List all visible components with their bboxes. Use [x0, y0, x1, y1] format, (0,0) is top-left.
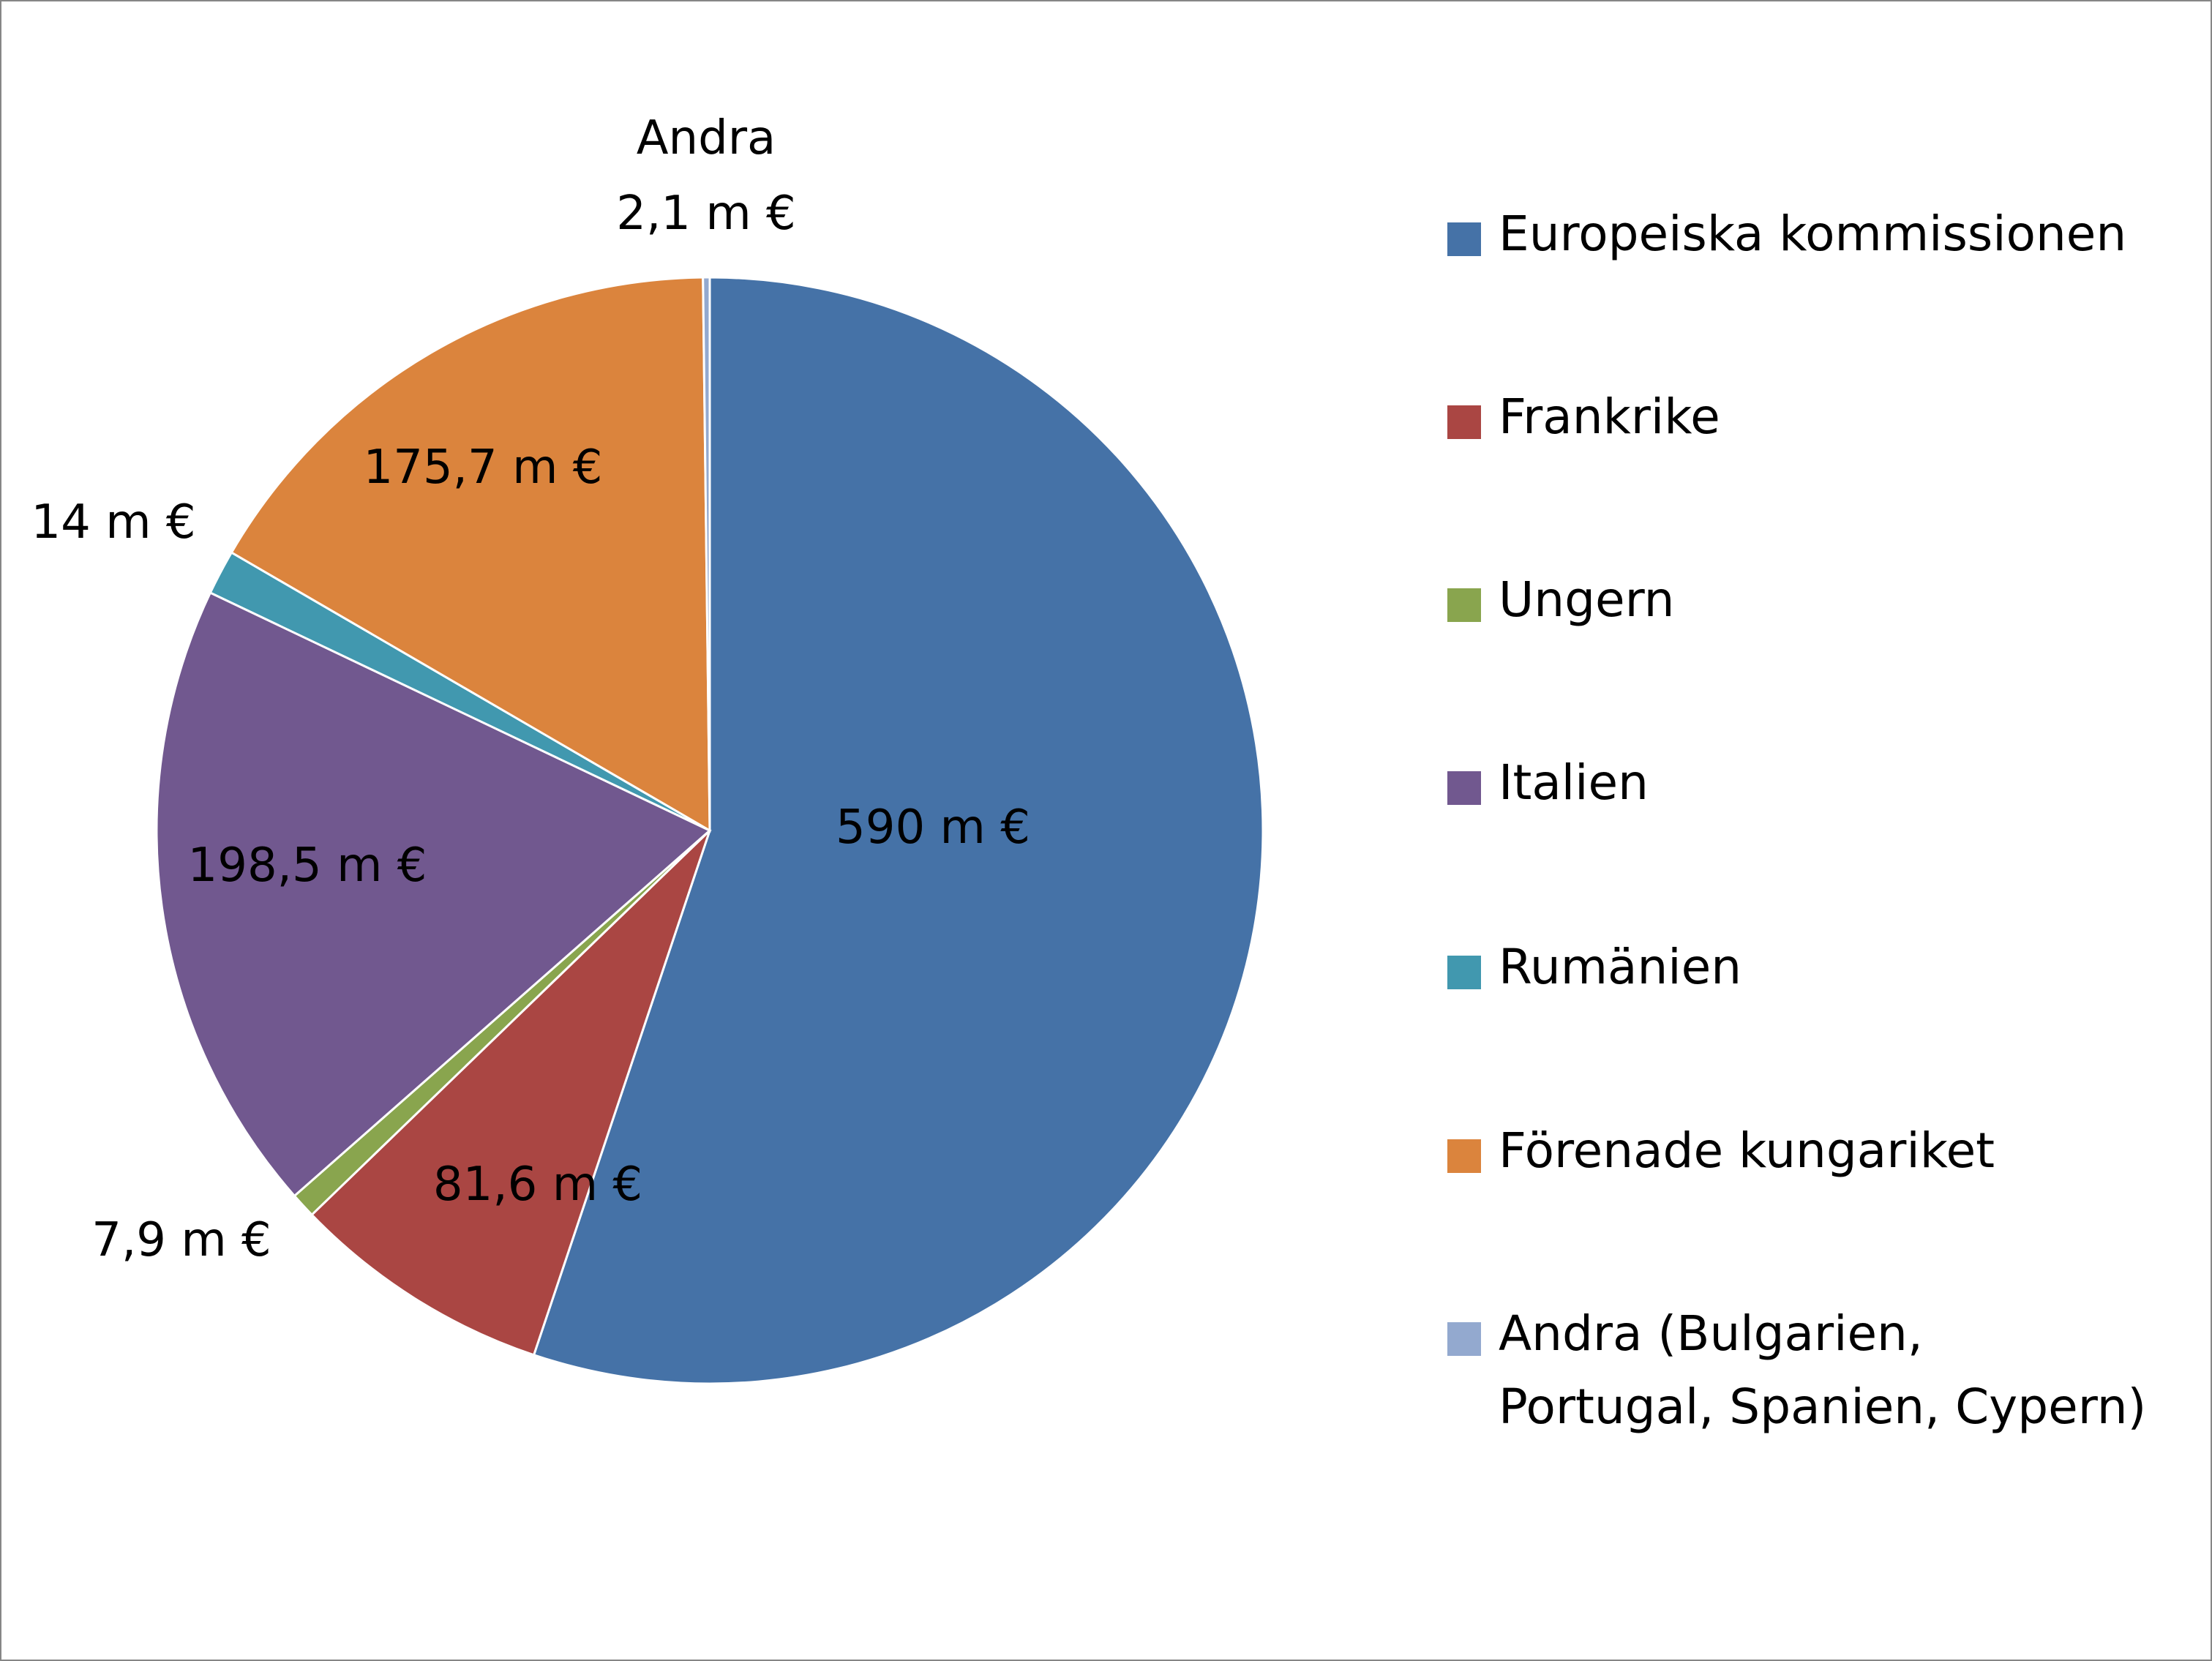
- legend-swatch: [1447, 405, 1481, 439]
- data-label-andra-bulgarien-portugal-spanien-cypern: 2,1 m €: [616, 187, 796, 241]
- data-label-ungern: 7,9 m €: [91, 1213, 271, 1267]
- legend-label: Frankrike: [1499, 389, 1720, 445]
- legend-swatch: [1447, 956, 1481, 989]
- legend-label: Ungern: [1499, 571, 1675, 628]
- pie-slice-italien: [155, 591, 712, 1198]
- legend-swatch: [1447, 771, 1481, 805]
- data-label-europeiska-kommissionen: 590 m €: [836, 800, 1030, 855]
- data-label-italien: 198,5 m €: [188, 839, 427, 893]
- legend-swatch: [1447, 1322, 1481, 1356]
- data-label-rumanien: 14 m €: [31, 495, 195, 550]
- legend-label-line-2: Portugal, Spanien, Cypern): [1499, 1379, 2147, 1435]
- legend-label: Förenade kungariket: [1499, 1122, 1995, 1179]
- pie-slice-frankrike: [310, 829, 711, 1357]
- data-label-frankrike: 81,6 m €: [433, 1158, 642, 1212]
- pie-slice-forenade-kungariket: [230, 276, 711, 833]
- pie-slice-europeiska-kommissionen: [532, 276, 1264, 1385]
- legend-label-line-1: Andra (Bulgarien,: [1499, 1305, 1923, 1362]
- legend-label: Rumänien: [1499, 939, 1742, 995]
- pie-slice-andra-bulgarien-portugal-spanien-cypern: [702, 276, 711, 831]
- legend-swatch: [1447, 588, 1481, 622]
- data-label-forenade-kungariket: 175,7 m €: [364, 440, 603, 495]
- legend-swatch: [1447, 222, 1481, 256]
- data-label-prefix: Andra: [637, 111, 776, 165]
- legend-swatch: [1447, 1139, 1481, 1173]
- legend-label: Italien: [1499, 754, 1649, 811]
- legend-label: Europeiska kommissionen: [1499, 206, 2127, 262]
